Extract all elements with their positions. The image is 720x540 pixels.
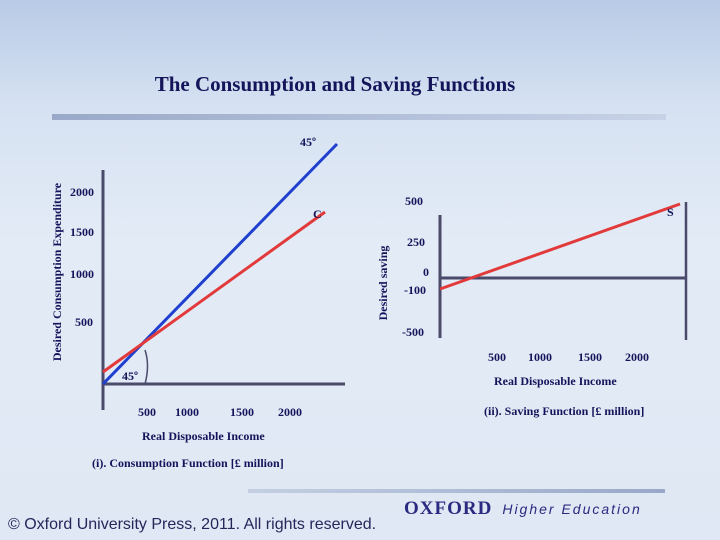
copyright-notice: © Oxford University Press, 2011. All rig…: [8, 516, 377, 533]
footer-rule: [248, 489, 665, 493]
angle-arc: [144, 349, 149, 385]
y-tick: -100: [404, 283, 426, 297]
x-tick: 2000: [278, 405, 302, 419]
x-tick: 2000: [625, 350, 649, 364]
x-tick: 1500: [578, 350, 602, 364]
consumption-line-label: C: [313, 207, 322, 221]
consumption-chart: Desired Consumption Expenditure 2000 150…: [50, 135, 345, 470]
oxford-logo: OXFORD Higher Education: [404, 498, 642, 520]
forty-five-label-angle: 45º: [122, 369, 138, 383]
y-tick: 500: [405, 194, 423, 208]
saving-line: [439, 202, 681, 291]
x-tick: 1000: [528, 350, 552, 364]
x-tick: 1500: [230, 405, 254, 419]
y-tick: 250: [407, 235, 425, 249]
forty-five-label-top: 45º: [300, 135, 316, 149]
y-tick: 500: [75, 315, 93, 329]
consumption-line: [102, 210, 326, 374]
x-axis-title: Real Disposable Income: [142, 429, 265, 443]
title-rule: [52, 114, 666, 120]
y-tick: -500: [402, 325, 424, 339]
saving-line-label: S: [667, 205, 674, 219]
slide-title: The Consumption and Saving Functions: [154, 72, 516, 96]
y-tick: 0: [423, 265, 429, 279]
x-axis-title: Real Disposable Income: [494, 374, 617, 388]
chart-caption: (ii). Saving Function [£ million]: [484, 404, 644, 418]
y-tick: 1000: [70, 267, 94, 281]
y-tick: 1500: [70, 225, 94, 239]
x-tick: 500: [138, 405, 156, 419]
x-tick: 1000: [175, 405, 199, 419]
chart-caption: (i). Consumption Function [£ million]: [92, 456, 284, 470]
y-axis-title: Desired Consumption Expenditure: [50, 182, 64, 361]
saving-chart: Desired saving 500 250 0 -100 -500 500 1…: [376, 194, 688, 418]
x-tick: 500: [488, 350, 506, 364]
logo-tagline: Higher Education: [502, 501, 642, 517]
y-tick: 2000: [70, 185, 94, 199]
logo-word: OXFORD: [404, 498, 493, 519]
y-axis-title: Desired saving: [376, 246, 390, 321]
